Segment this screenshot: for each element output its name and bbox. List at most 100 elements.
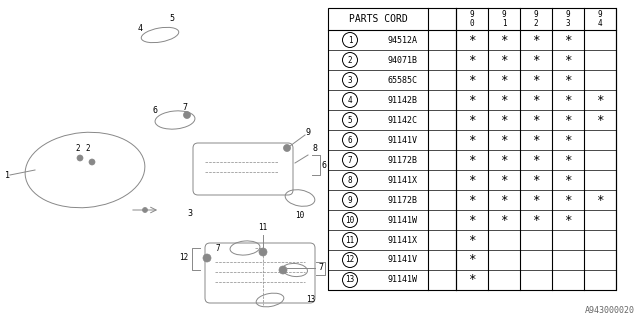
Text: 9
3: 9 3 (566, 10, 570, 28)
Text: 6: 6 (348, 135, 352, 145)
Text: *: * (500, 53, 508, 67)
Text: *: * (500, 34, 508, 46)
Text: 13: 13 (346, 276, 355, 284)
Text: *: * (468, 234, 476, 246)
Text: *: * (564, 213, 572, 227)
Text: *: * (532, 114, 540, 126)
Text: *: * (532, 74, 540, 86)
Text: 91172B: 91172B (388, 156, 418, 164)
Text: 3: 3 (188, 209, 193, 218)
Text: *: * (500, 194, 508, 206)
Text: 91141W: 91141W (388, 276, 418, 284)
Circle shape (279, 266, 287, 274)
Text: 8: 8 (348, 175, 352, 185)
Text: 3: 3 (348, 76, 352, 84)
Text: *: * (596, 194, 604, 206)
Text: 91141V: 91141V (388, 135, 418, 145)
Circle shape (77, 155, 83, 161)
Circle shape (259, 248, 267, 256)
Text: 8: 8 (312, 143, 317, 153)
Text: *: * (532, 53, 540, 67)
Text: A943000020: A943000020 (585, 306, 635, 315)
Text: 91142C: 91142C (388, 116, 418, 124)
Text: 7: 7 (318, 263, 323, 273)
Text: 9
0: 9 0 (470, 10, 474, 28)
Text: *: * (596, 114, 604, 126)
Text: *: * (532, 133, 540, 147)
Text: 4: 4 (138, 23, 143, 33)
Text: 10: 10 (346, 215, 355, 225)
Text: 7: 7 (182, 102, 188, 111)
Text: 6: 6 (152, 106, 157, 115)
Text: *: * (500, 93, 508, 107)
Text: 12: 12 (179, 253, 188, 262)
Text: 91141X: 91141X (388, 175, 418, 185)
Text: 7: 7 (216, 244, 220, 252)
Text: PARTS CORD: PARTS CORD (349, 14, 408, 24)
Text: *: * (468, 34, 476, 46)
Text: 9: 9 (348, 196, 352, 204)
Text: 91142B: 91142B (388, 95, 418, 105)
Text: 9
4: 9 4 (598, 10, 602, 28)
Text: 9: 9 (305, 127, 310, 137)
Circle shape (184, 111, 191, 118)
Text: *: * (500, 154, 508, 166)
Text: *: * (500, 213, 508, 227)
Text: 11: 11 (259, 223, 268, 232)
Text: *: * (564, 53, 572, 67)
Bar (328, 8, 616, 290)
Text: *: * (564, 93, 572, 107)
Text: 94512A: 94512A (388, 36, 418, 44)
Text: 94071B: 94071B (388, 55, 418, 65)
Text: *: * (532, 93, 540, 107)
Text: 10: 10 (296, 211, 305, 220)
Text: *: * (564, 74, 572, 86)
Text: *: * (468, 154, 476, 166)
Text: *: * (500, 74, 508, 86)
Text: *: * (564, 173, 572, 187)
Text: *: * (468, 53, 476, 67)
Text: 12: 12 (346, 255, 355, 265)
Text: *: * (532, 194, 540, 206)
Text: *: * (564, 114, 572, 126)
Text: *: * (532, 173, 540, 187)
Text: 13: 13 (306, 295, 315, 305)
Text: *: * (468, 114, 476, 126)
Text: *: * (468, 133, 476, 147)
Text: 1: 1 (348, 36, 352, 44)
Text: *: * (468, 274, 476, 286)
Text: *: * (500, 133, 508, 147)
Text: *: * (468, 173, 476, 187)
Circle shape (203, 254, 211, 262)
Text: *: * (468, 253, 476, 267)
Text: 1: 1 (4, 171, 10, 180)
Text: *: * (564, 194, 572, 206)
Text: 2: 2 (86, 143, 90, 153)
Text: *: * (468, 194, 476, 206)
Text: 5: 5 (170, 13, 175, 22)
Text: *: * (564, 34, 572, 46)
Text: 91172B: 91172B (388, 196, 418, 204)
Text: *: * (564, 154, 572, 166)
Circle shape (143, 207, 147, 212)
Text: *: * (596, 93, 604, 107)
Text: *: * (532, 213, 540, 227)
Text: 91141V: 91141V (388, 255, 418, 265)
Text: *: * (532, 34, 540, 46)
Text: *: * (468, 74, 476, 86)
Circle shape (284, 145, 291, 151)
Text: *: * (564, 133, 572, 147)
Text: *: * (532, 154, 540, 166)
Text: 6: 6 (322, 161, 327, 170)
Text: 2: 2 (348, 55, 352, 65)
Text: 91141X: 91141X (388, 236, 418, 244)
Circle shape (89, 159, 95, 165)
Text: *: * (468, 93, 476, 107)
Text: *: * (468, 213, 476, 227)
Text: 9
1: 9 1 (502, 10, 506, 28)
Text: 7: 7 (348, 156, 352, 164)
Text: 91141W: 91141W (388, 215, 418, 225)
Text: 65585C: 65585C (388, 76, 418, 84)
Text: 5: 5 (348, 116, 352, 124)
Text: 4: 4 (348, 95, 352, 105)
